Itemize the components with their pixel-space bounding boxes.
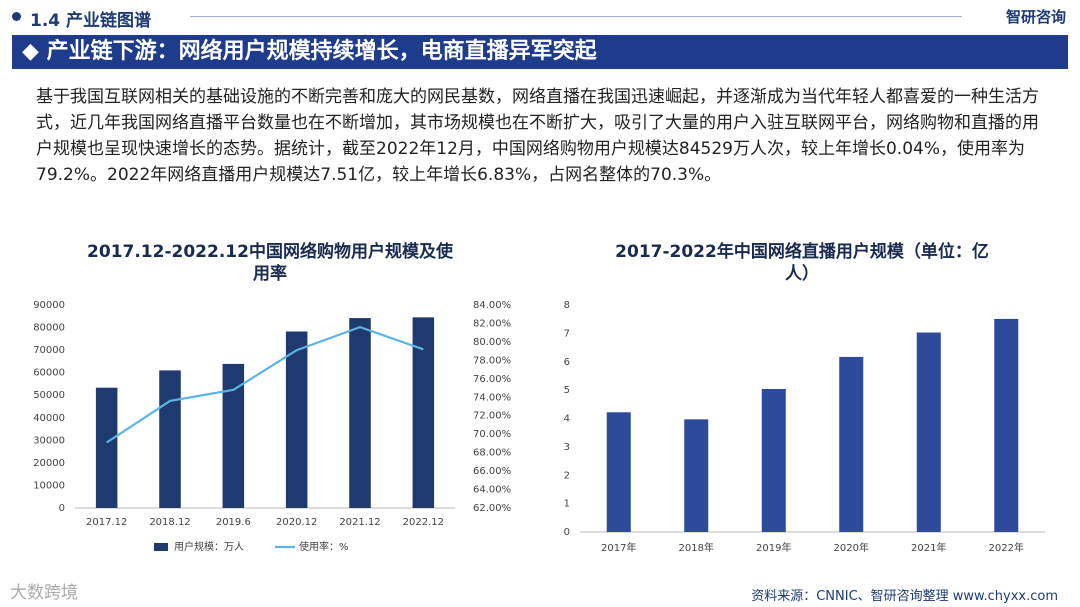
y2-tick-label: 84.00% bbox=[473, 300, 511, 311]
y-tick-label: 4 bbox=[564, 414, 570, 425]
y-tick-label: 30000 bbox=[33, 435, 65, 446]
y-tick-label: 2 bbox=[564, 470, 570, 481]
y-tick-label: 50000 bbox=[33, 390, 65, 401]
y-tick-label: 80000 bbox=[33, 323, 65, 334]
banner: ◆ 产业链下游：网络用户规模持续增长，电商直播异军突起 bbox=[12, 35, 1068, 69]
x-tick-label: 2019年 bbox=[756, 541, 791, 554]
bar bbox=[412, 317, 435, 508]
y2-tick-label: 80.00% bbox=[473, 337, 511, 348]
legend-label: 用户规模：万人 bbox=[174, 540, 244, 553]
y-tick-label: 7 bbox=[564, 328, 570, 339]
y-tick-label: 70000 bbox=[33, 345, 65, 356]
line bbox=[106, 325, 424, 444]
x-tick-label: 2021年 bbox=[911, 541, 946, 554]
bar bbox=[222, 363, 245, 508]
y2-tick-label: 78.00% bbox=[473, 355, 511, 366]
x-tick-label: 2018年 bbox=[679, 541, 714, 554]
y-tick-label: 6 bbox=[564, 357, 570, 368]
y-tick-label: 8 bbox=[564, 300, 570, 311]
chart-title: 2017.12-2022.12中国网络购物用户规模及使用率 bbox=[87, 242, 453, 284]
banner-title: 产业链下游：网络用户规模持续增长，电商直播异军突起 bbox=[46, 39, 597, 64]
bar bbox=[684, 419, 709, 532]
x-tick-label: 2022.12 bbox=[403, 517, 444, 528]
y2-tick-label: 70.00% bbox=[473, 429, 511, 440]
logo: 智研咨询 bbox=[1005, 8, 1066, 26]
bar bbox=[349, 318, 371, 508]
chart-title: 2017-2022年中国网络直播用户规模（单位：亿人） bbox=[615, 242, 989, 284]
y2-tick-label: 74.00% bbox=[473, 392, 511, 403]
y-tick-label: 60000 bbox=[33, 368, 65, 379]
x-tick-label: 2021.12 bbox=[339, 517, 380, 528]
y2-tick-label: 82.00% bbox=[473, 318, 511, 329]
legend-marker bbox=[154, 543, 168, 551]
bar bbox=[916, 332, 941, 532]
bar bbox=[761, 388, 786, 532]
x-tick-label: 2019.6 bbox=[216, 517, 251, 528]
bar bbox=[95, 387, 118, 508]
x-tick-label: 2017年 bbox=[601, 541, 636, 554]
bullet bbox=[12, 12, 21, 21]
bar bbox=[159, 370, 181, 508]
y-tick-label: 0 bbox=[564, 527, 570, 538]
paragraph: 基于我国互联网相关的基础设施的不断完善和庞大的网民基数，网络直播在我国迅速崛起，… bbox=[36, 87, 1039, 185]
y2-tick-label: 62.00% bbox=[473, 503, 511, 514]
bar bbox=[285, 331, 308, 508]
y-tick-label: 90000 bbox=[33, 300, 65, 311]
x-tick-label: 2018.12 bbox=[149, 517, 190, 528]
x-tick-label: 2020.12 bbox=[276, 517, 317, 528]
y2-tick-label: 64.00% bbox=[473, 485, 511, 496]
y-tick-label: 20000 bbox=[33, 458, 65, 469]
x-tick-label: 2017.12 bbox=[86, 517, 127, 528]
header-line bbox=[190, 16, 962, 17]
x-tick-label: 2020年 bbox=[834, 541, 869, 554]
y-tick-label: 40000 bbox=[33, 413, 65, 424]
y2-tick-label: 72.00% bbox=[473, 411, 511, 422]
y-tick-label: 10000 bbox=[33, 480, 65, 491]
legend-label: 使用率：% bbox=[299, 540, 349, 553]
watermark: 大数跨境 bbox=[10, 583, 78, 603]
y-tick-label: 5 bbox=[564, 385, 570, 396]
y2-tick-label: 76.00% bbox=[473, 374, 511, 385]
bar bbox=[606, 412, 631, 532]
x-tick-label: 2022年 bbox=[989, 541, 1024, 554]
bar bbox=[994, 318, 1019, 532]
bar bbox=[839, 356, 864, 532]
section-title: 1.4 产业链图谱 bbox=[30, 11, 152, 31]
source: 资料来源：CNNIC、智研咨询整理 www.chyxx.com bbox=[751, 589, 1058, 604]
y-tick-label: 3 bbox=[564, 442, 570, 453]
y2-tick-label: 66.00% bbox=[473, 466, 511, 477]
y2-tick-label: 68.00% bbox=[473, 448, 511, 459]
y-tick-label: 1 bbox=[564, 499, 570, 510]
y-tick-label: 0 bbox=[59, 503, 65, 514]
